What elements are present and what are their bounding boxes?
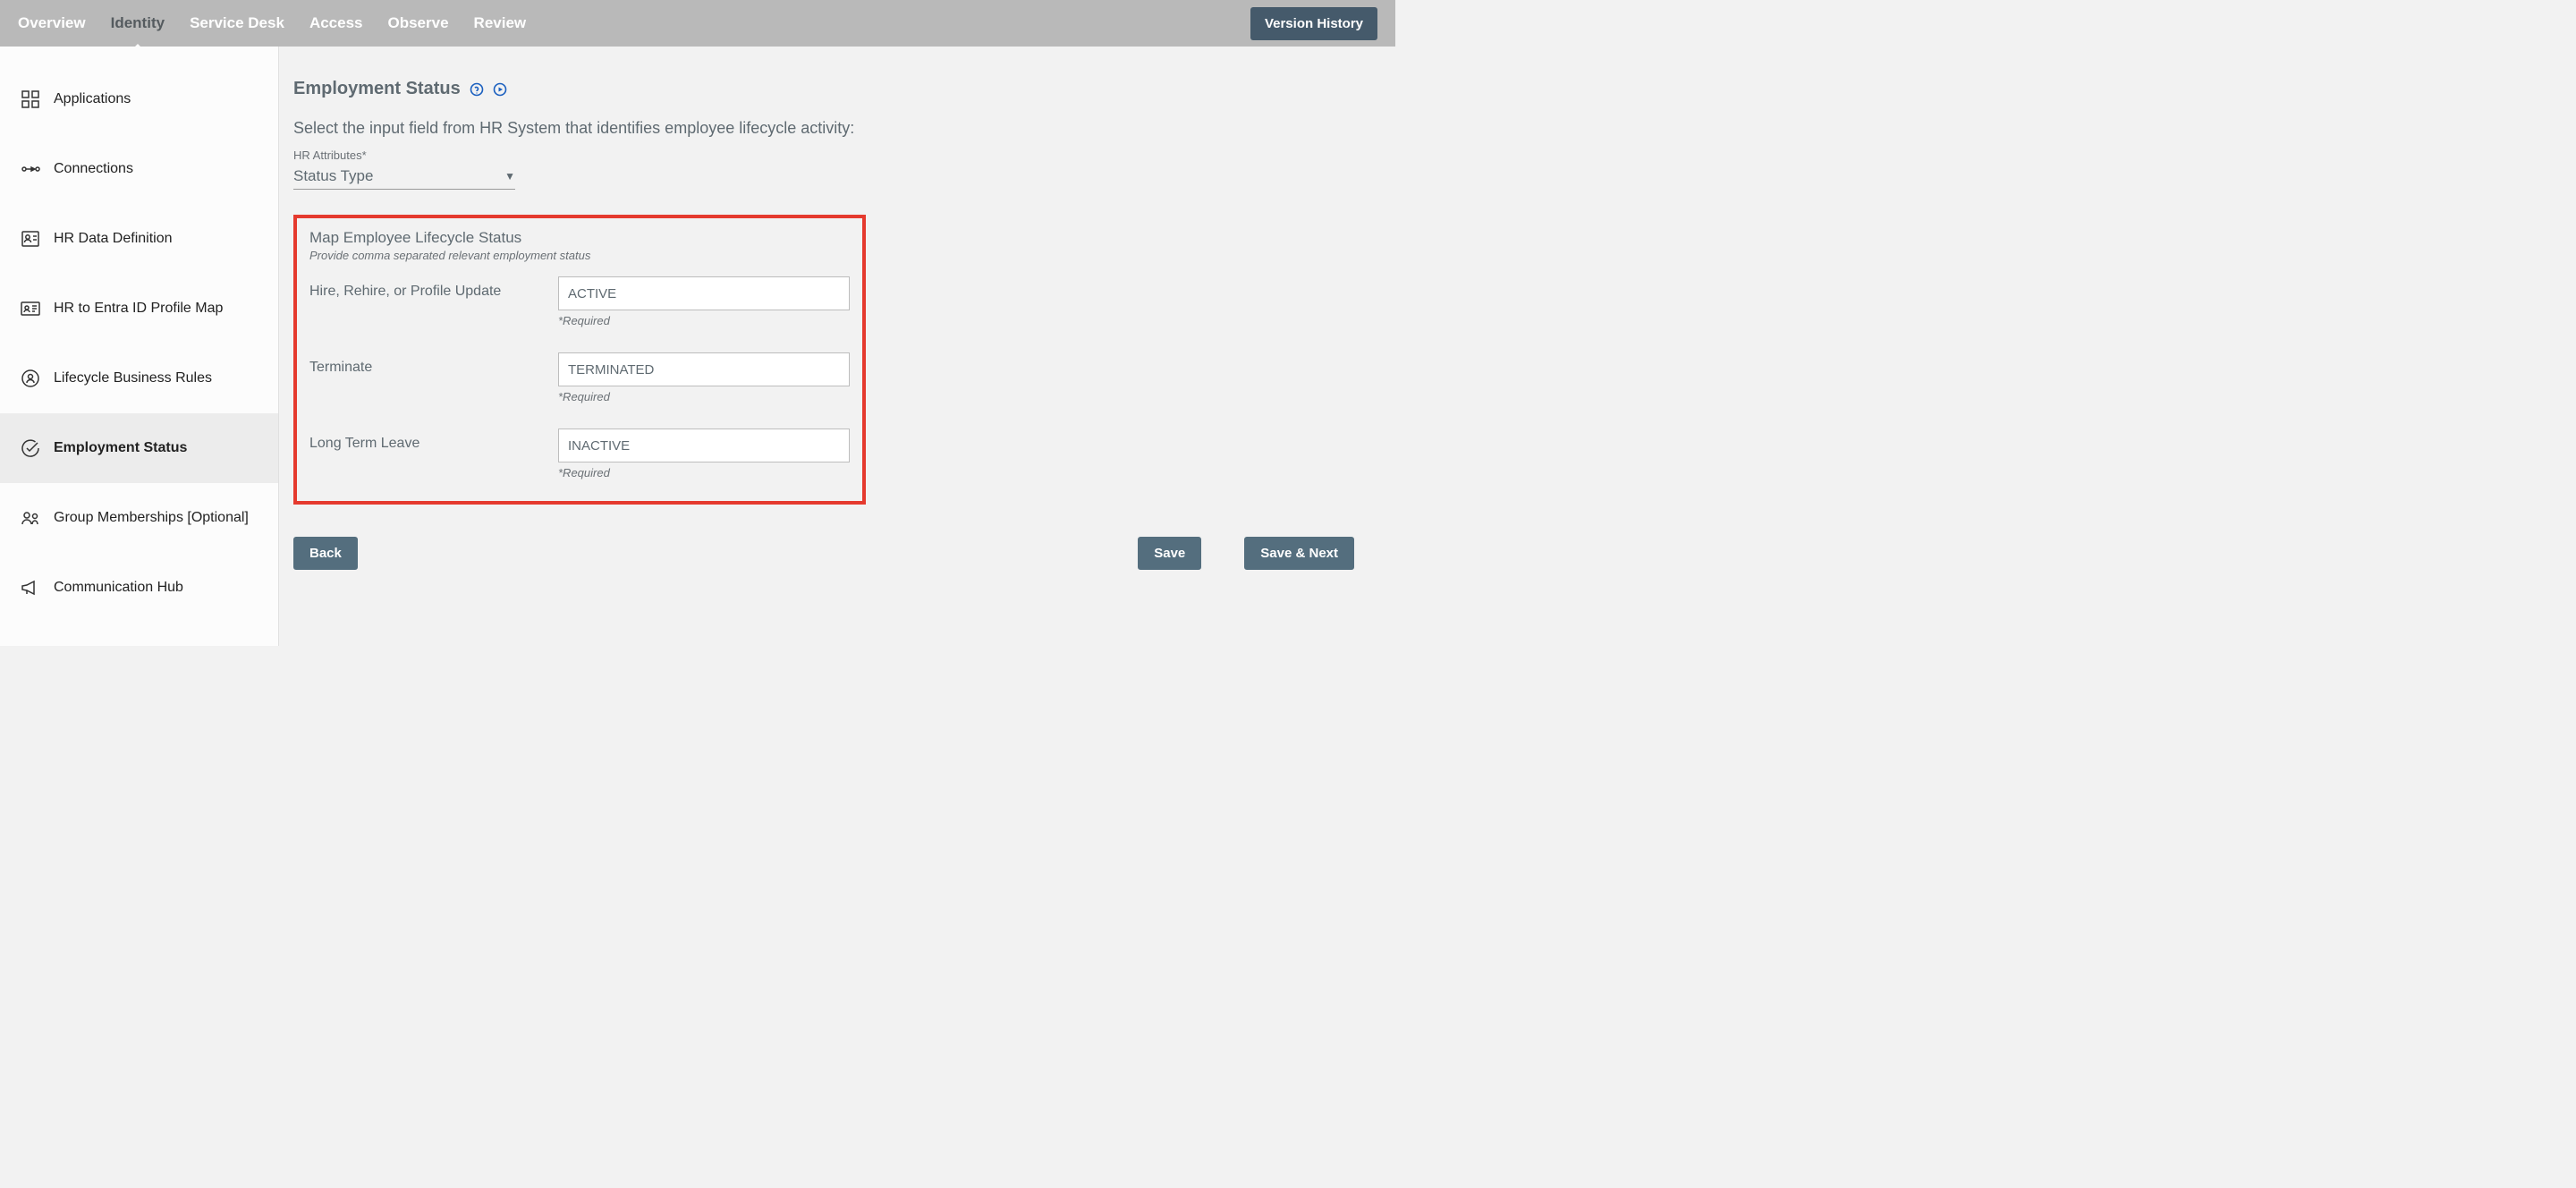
sidebar-item-hr-data-definition[interactable]: HR Data Definition [0, 204, 278, 274]
top-nav: Overview Identity Service Desk Access Ob… [0, 0, 1395, 47]
required-text: *Required [558, 390, 850, 403]
sidebar-item-lifecycle-rules[interactable]: Lifecycle Business Rules [0, 344, 278, 413]
sidebar-item-connections[interactable]: Connections [0, 134, 278, 204]
save-button[interactable]: Save [1138, 537, 1201, 570]
map-lifecycle-box: Map Employee Lifecycle Status Provide co… [293, 215, 866, 505]
chevron-down-icon: ▼ [504, 170, 515, 182]
check-circle-icon [20, 437, 41, 459]
map-row-terminate: Terminate *Required [309, 352, 850, 403]
sidebar-item-applications[interactable]: Applications [0, 64, 278, 134]
required-text: *Required [558, 466, 850, 479]
tab-review[interactable]: Review [474, 2, 527, 45]
tab-overview[interactable]: Overview [18, 2, 86, 45]
sidebar-item-label: Group Memberships [Optional] [54, 510, 249, 526]
save-next-button[interactable]: Save & Next [1244, 537, 1354, 570]
terminate-status-input[interactable] [558, 352, 850, 386]
map-row-label: Terminate [309, 352, 558, 376]
sidebar: Applications Connections HR Data Definit… [0, 47, 279, 646]
grid-icon [20, 89, 41, 110]
tab-identity[interactable]: Identity [111, 2, 165, 45]
people-icon [20, 507, 41, 529]
back-button[interactable]: Back [293, 537, 358, 570]
page-title: Employment Status [293, 79, 461, 99]
map-row-label: Long Term Leave [309, 429, 558, 452]
play-icon[interactable] [493, 82, 507, 97]
required-text: *Required [558, 314, 850, 327]
hr-attributes-select[interactable]: Status Type ▼ [293, 164, 515, 190]
map-title: Map Employee Lifecycle Status [309, 229, 850, 247]
sidebar-item-label: Connections [54, 161, 133, 177]
version-history-button[interactable]: Version History [1250, 7, 1377, 40]
leave-status-input[interactable] [558, 429, 850, 462]
map-subtitle: Provide comma separated relevant employm… [309, 249, 850, 262]
sidebar-item-label: HR to Entra ID Profile Map [54, 301, 223, 317]
connection-icon [20, 158, 41, 180]
map-row-hire: Hire, Rehire, or Profile Update *Require… [309, 276, 850, 327]
hr-attributes-label: HR Attributes* [293, 148, 1395, 162]
sidebar-item-label: Communication Hub [54, 580, 183, 596]
content-area: Employment Status Select the input field… [279, 47, 1395, 646]
id-card-icon [20, 298, 41, 319]
sidebar-item-label: Lifecycle Business Rules [54, 370, 212, 386]
sidebar-item-communication-hub[interactable]: Communication Hub [0, 553, 278, 623]
tab-service-desk[interactable]: Service Desk [190, 2, 284, 45]
map-row-label: Hire, Rehire, or Profile Update [309, 276, 558, 300]
hire-status-input[interactable] [558, 276, 850, 310]
sidebar-item-hr-entra-map[interactable]: HR to Entra ID Profile Map [0, 274, 278, 344]
help-icon[interactable] [470, 82, 484, 97]
sidebar-item-employment-status[interactable]: Employment Status [0, 413, 278, 483]
select-value: Status Type [293, 167, 373, 185]
megaphone-icon [20, 577, 41, 598]
tab-observe[interactable]: Observe [388, 2, 449, 45]
tab-access[interactable]: Access [309, 2, 363, 45]
sidebar-item-label: Applications [54, 91, 131, 107]
sidebar-item-group-memberships[interactable]: Group Memberships [Optional] [0, 483, 278, 553]
person-refresh-icon [20, 368, 41, 389]
sidebar-item-label: HR Data Definition [54, 231, 173, 247]
map-row-leave: Long Term Leave *Required [309, 429, 850, 479]
sidebar-item-label: Employment Status [54, 440, 187, 456]
person-card-icon [20, 228, 41, 250]
instruction-text: Select the input field from HR System th… [293, 119, 1395, 138]
action-bar: Back Save Save & Next [293, 537, 1354, 570]
top-tabs: Overview Identity Service Desk Access Ob… [18, 2, 526, 45]
